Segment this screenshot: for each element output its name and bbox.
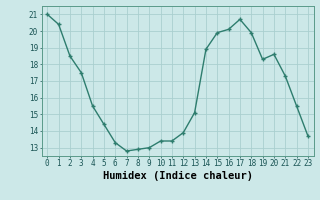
X-axis label: Humidex (Indice chaleur): Humidex (Indice chaleur) (103, 171, 252, 181)
